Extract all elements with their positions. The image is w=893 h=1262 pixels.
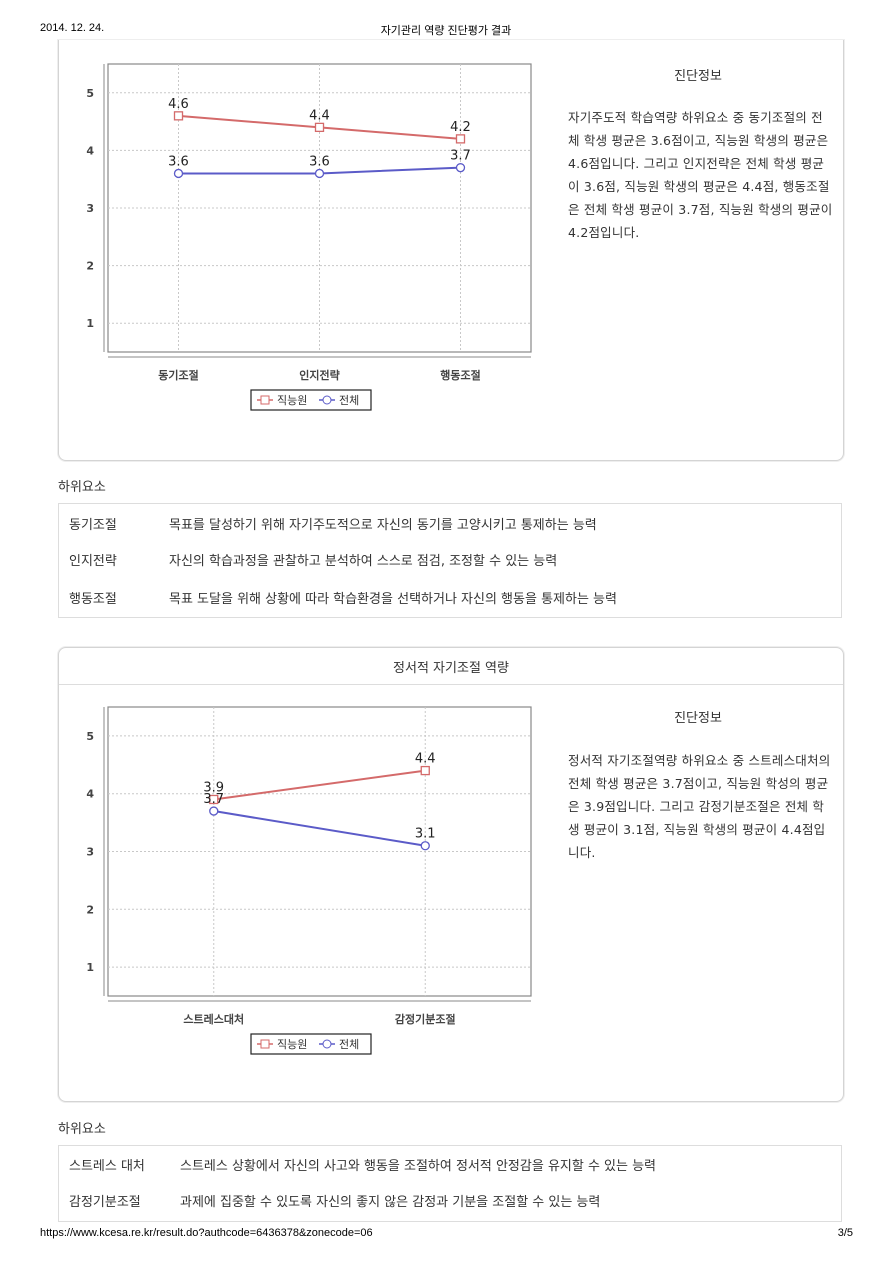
divider	[59, 684, 843, 685]
y-tick-label: 4	[86, 788, 94, 801]
data-point-square	[209, 794, 219, 805]
sub-elements-label: 하위요소	[58, 480, 106, 495]
x-tick-label: 감정기분조절	[395, 1012, 456, 1026]
data-point-circle	[420, 841, 430, 851]
data-label: 3.7	[203, 792, 224, 807]
item-name: 스트레스 대처	[69, 1159, 145, 1174]
data-point-circle	[173, 168, 184, 179]
series-line-1	[213, 769, 426, 801]
x-tick-label: 동기조절	[158, 368, 198, 382]
item-desc: 스트레스 상황에서 자신의 사고와 행동을 조절하여 정서적 안정감을 유지할 …	[180, 1159, 657, 1174]
line-chart-emotional: 1 2 3 4 5 스트레스대처 감정기분조절 3.9 4.4 3.7 3.1 직능원 전체	[86, 706, 532, 1055]
data-point-square	[173, 111, 184, 121]
data-point-circle	[314, 168, 325, 179]
legend-label: 전체	[339, 1038, 359, 1051]
chart-panel-emotional: 정서적 자기조절 역량 1 2 3 4 5 스트레스대처 감정기분조절 3.9 4.4 3.7 3.…	[58, 647, 844, 1102]
panel-title: 정서적 자기조절 역량	[393, 661, 509, 676]
series-line-2	[213, 810, 426, 847]
data-point-circle	[209, 806, 219, 816]
info-title: 진단정보	[674, 711, 722, 726]
data-label: 4.4	[309, 108, 330, 123]
x-tick-label: 스트레스대처	[183, 1012, 244, 1026]
table-row: 동기조절 목표를 달성하기 위해 자기주도적으로 자신의 동기를 고양시키고 통제…	[69, 514, 597, 533]
x-tick-label: 인지전략	[299, 368, 339, 382]
data-point-square	[455, 134, 466, 144]
sub-elements-table: 스트레스 대처 스트레스 상황에서 자신의 사고와 행동을 조절하여 정서적 안정…	[58, 1145, 842, 1222]
legend-box	[250, 389, 372, 411]
y-tick-label: 3	[86, 202, 94, 215]
item-name: 동기조절	[69, 518, 117, 533]
info-title: 진단정보	[674, 69, 722, 84]
y-tick-label: 2	[86, 260, 94, 273]
x-tick-label: 행동조절	[440, 368, 480, 382]
item-desc: 목표를 달성하기 위해 자기주도적으로 자신의 동기를 고양시키고 통제하는 능…	[169, 518, 597, 533]
info-text: 정서적 자기조절역량 하위요소 중 스트레스대처의 전체 학생 평균은 3.7점…	[568, 753, 831, 860]
plot-area	[107, 706, 532, 997]
legend-marker-square	[260, 395, 270, 405]
data-label: 3.7	[450, 149, 471, 164]
footer-url[interactable]: https://www.kcesa.re.kr/result.do?authco…	[40, 1227, 373, 1239]
table-row: 행동조절 목표 도달을 위해 상황에 따라 학습환경을 선택하거나 자신의 행동을…	[69, 588, 617, 607]
y-tick-label: 2	[86, 903, 94, 916]
item-name: 행동조절	[69, 592, 117, 607]
print-date: 2014. 12. 24.	[40, 22, 105, 34]
y-tick-label: 5	[86, 730, 94, 743]
data-label: 4.2	[450, 120, 471, 135]
data-label: 3.6	[309, 154, 330, 169]
y-tick-label: 5	[86, 87, 94, 100]
item-name: 감정기분조절	[69, 1195, 141, 1210]
data-label: 3.1	[415, 827, 436, 842]
legend-label: 전체	[339, 394, 359, 407]
data-label: 4.6	[168, 97, 189, 112]
print-title: 자기관리 역량 진단평가 결과	[380, 25, 512, 37]
info-text: 자기주도적 학습역량 하위요소 중 동기조절의 전체 학생 평균은 3.6점이고…	[568, 110, 833, 240]
legend-marker-circle	[322, 395, 332, 405]
table-row: 감정기분조절 과제에 집중할 수 있도록 자신의 좋지 않은 감정과 기분을 조절…	[69, 1191, 600, 1210]
line-chart-self-directed: 1 2 3 4 5 동기조절 인지전략 행동조절 4.6 4.4 4.2 3.6 3.6 3.7 직능원 전체	[86, 63, 532, 411]
chart-panel-self-directed: 1 2 3 4 5 동기조절 인지전략 행동조절 4.6 4.4 4.2 3.6 3.6 3.7 직능원 전체…	[58, 40, 844, 461]
item-desc: 과제에 집중할 수 있도록 자신의 좋지 않은 감정과 기분을 조절할 수 있는…	[180, 1195, 601, 1210]
data-point-square	[420, 765, 430, 776]
sub-elements-table: 동기조절 목표를 달성하기 위해 자기주도적으로 자신의 동기를 고양시키고 통제…	[58, 503, 842, 618]
item-name: 인지전략	[69, 554, 117, 569]
item-desc: 목표 도달을 위해 상황에 따라 학습환경을 선택하거나 자신의 행동을 통제하…	[169, 592, 617, 607]
y-tick-label: 1	[86, 961, 94, 974]
y-tick-label: 1	[86, 317, 94, 330]
table-row: 스트레스 대처 스트레스 상황에서 자신의 사고와 행동을 조절하여 정서적 안정…	[69, 1155, 656, 1174]
legend-box	[250, 1033, 372, 1055]
data-label: 4.4	[415, 752, 436, 767]
sub-elements-label: 하위요소	[58, 1122, 106, 1137]
y-tick-label: 3	[86, 846, 94, 859]
data-label: 3.9	[203, 780, 224, 795]
y-tick-label: 4	[86, 144, 94, 157]
data-point-circle	[455, 163, 466, 173]
legend-marker-square	[260, 1039, 270, 1049]
table-row: 인지전략 자신의 학습과정을 관찰하고 분석하여 스스로 점검, 조정할 수 있는…	[69, 550, 557, 569]
legend-label: 직능원	[277, 1038, 307, 1051]
item-desc: 자신의 학습과정을 관찰하고 분석하여 스스로 점검, 조정할 수 있는 능력	[169, 554, 558, 569]
legend-label: 직능원	[277, 394, 307, 407]
data-label: 3.6	[168, 154, 189, 169]
page-number: 3/5	[837, 1227, 853, 1239]
data-point-square	[314, 122, 325, 133]
legend-marker-circle	[322, 1039, 332, 1049]
